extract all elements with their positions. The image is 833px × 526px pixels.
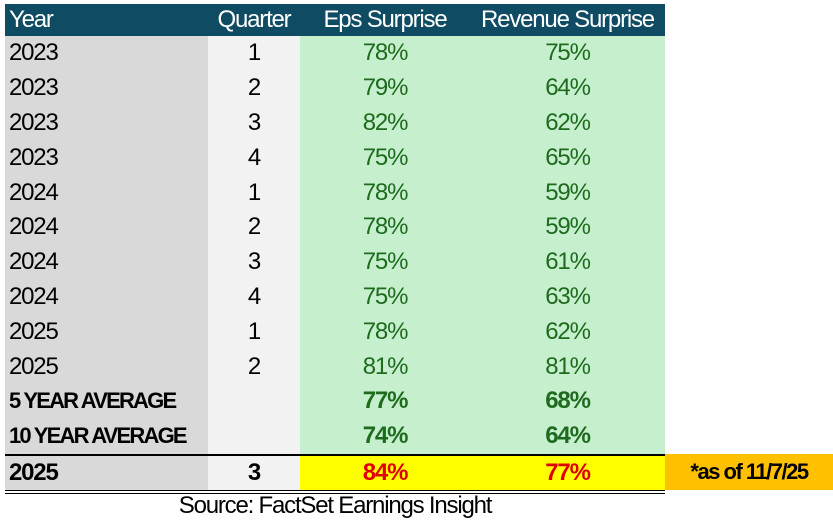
cell-year: 2024 — [5, 244, 208, 280]
current-eps: 84% — [300, 455, 470, 490]
empty-cell — [208, 418, 300, 454]
table-row: 2024 1 78% 59% — [5, 175, 665, 210]
average-eps: 77% — [300, 383, 470, 419]
cell-eps: 78% — [300, 314, 470, 350]
cell-quarter: 2 — [208, 70, 300, 106]
table-row: 2023 3 82% 62% — [5, 105, 665, 141]
cell-eps: 82% — [300, 105, 470, 141]
cell-quarter: 1 — [208, 175, 300, 210]
cell-revenue: 63% — [470, 279, 665, 315]
cell-quarter: 2 — [208, 349, 300, 384]
average-row: 5 YEAR AVERAGE 77% 68% — [5, 383, 665, 419]
current-year: 2025 — [5, 455, 208, 490]
cell-year: 2023 — [5, 36, 208, 71]
cell-eps: 78% — [300, 209, 470, 245]
cell-revenue: 59% — [470, 209, 665, 245]
cell-eps: 81% — [300, 349, 470, 384]
cell-revenue: 65% — [470, 140, 665, 176]
cell-eps: 75% — [300, 244, 470, 280]
cell-year: 2024 — [5, 175, 208, 210]
average-eps: 74% — [300, 418, 470, 454]
cell-revenue: 64% — [470, 70, 665, 106]
current-quarter-row: 2025 3 84% 77% — [5, 453, 665, 494]
table-row: 2025 2 81% 81% — [5, 349, 665, 384]
cell-quarter: 2 — [208, 209, 300, 245]
empty-cell — [208, 383, 300, 419]
average-label: 10 YEAR AVERAGE — [5, 418, 208, 454]
cell-quarter: 1 — [208, 314, 300, 350]
cell-eps: 78% — [300, 175, 470, 210]
cell-revenue: 75% — [470, 36, 665, 71]
table-row: 2023 2 79% 64% — [5, 70, 665, 106]
cell-eps: 79% — [300, 70, 470, 106]
average-row: 10 YEAR AVERAGE 74% 64% — [5, 418, 665, 454]
table-row: 2023 1 78% 75% — [5, 36, 665, 71]
as-of-note: *as of 11/7/25 — [665, 454, 833, 490]
cell-eps: 78% — [300, 36, 470, 71]
table-row: 2025 1 78% 62% — [5, 314, 665, 350]
cell-year: 2024 — [5, 209, 208, 245]
cell-eps: 75% — [300, 140, 470, 176]
header-row: Year Quarter Eps Surprise Revenue Surpri… — [5, 4, 665, 36]
cell-quarter: 3 — [208, 105, 300, 141]
table-row: 2023 4 75% 65% — [5, 140, 665, 176]
cell-quarter: 1 — [208, 36, 300, 71]
cell-year: 2025 — [5, 349, 208, 384]
cell-revenue: 62% — [470, 105, 665, 141]
current-revenue: 77% — [470, 455, 665, 490]
header-revenue: Revenue Surprise — [481, 6, 655, 33]
cell-eps: 75% — [300, 279, 470, 315]
header-eps: Eps Surprise — [323, 6, 448, 33]
cell-year: 2023 — [5, 105, 208, 141]
source-caption: Source: FactSet Earnings Insight — [178, 492, 493, 519]
current-quarter: 3 — [208, 455, 300, 490]
average-revenue: 64% — [470, 418, 665, 454]
average-label: 5 YEAR AVERAGE — [5, 383, 208, 419]
cell-quarter: 4 — [208, 279, 300, 315]
table-row: 2024 4 75% 63% — [5, 279, 665, 315]
earnings-surprise-table: Year Quarter Eps Surprise Revenue Surpri… — [5, 4, 665, 494]
header-year: Year — [9, 6, 54, 33]
cell-quarter: 4 — [208, 140, 300, 176]
cell-revenue: 81% — [470, 349, 665, 384]
cell-year: 2023 — [5, 70, 208, 106]
cell-year: 2025 — [5, 314, 208, 350]
table-row: 2024 3 75% 61% — [5, 244, 665, 280]
cell-year: 2024 — [5, 279, 208, 315]
average-revenue: 68% — [470, 383, 665, 419]
cell-quarter: 3 — [208, 244, 300, 280]
cell-revenue: 62% — [470, 314, 665, 350]
cell-revenue: 59% — [470, 175, 665, 210]
cell-revenue: 61% — [470, 244, 665, 280]
header-quarter: Quarter — [217, 6, 292, 33]
table-row: 2024 2 78% 59% — [5, 209, 665, 245]
cell-year: 2023 — [5, 140, 208, 176]
